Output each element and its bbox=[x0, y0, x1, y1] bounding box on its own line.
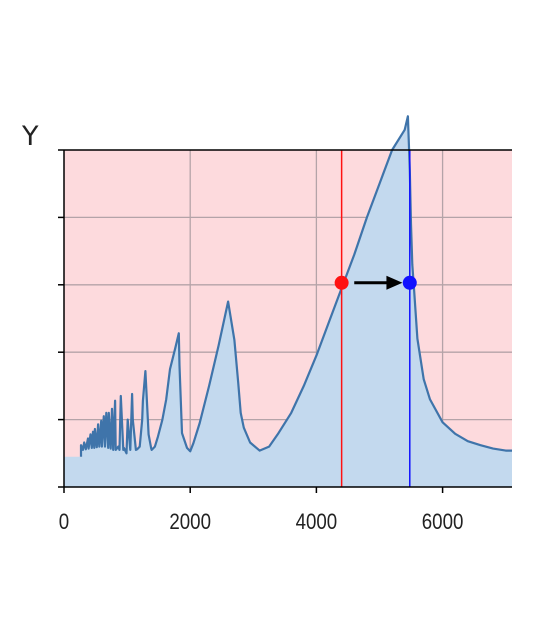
axes bbox=[63, 149, 512, 488]
arrow-head bbox=[386, 275, 403, 290]
y-axis-label: Y bbox=[21, 121, 39, 152]
x-ticks: 0 2000 4000 6000 bbox=[59, 487, 464, 535]
x-tick-label-3: 6000 bbox=[422, 511, 464, 535]
y-ticks bbox=[58, 149, 64, 488]
annotations bbox=[334, 275, 417, 290]
red-marker bbox=[334, 275, 349, 290]
blue-marker bbox=[402, 275, 417, 290]
x-tick-label-1: 2000 bbox=[169, 511, 211, 535]
vertical-lines bbox=[340, 150, 411, 487]
series-line bbox=[79, 115, 512, 457]
area-fill bbox=[64, 116, 512, 488]
x-tick-label-2: 4000 bbox=[296, 511, 338, 535]
x-tick-label-0: 0 bbox=[59, 511, 69, 535]
